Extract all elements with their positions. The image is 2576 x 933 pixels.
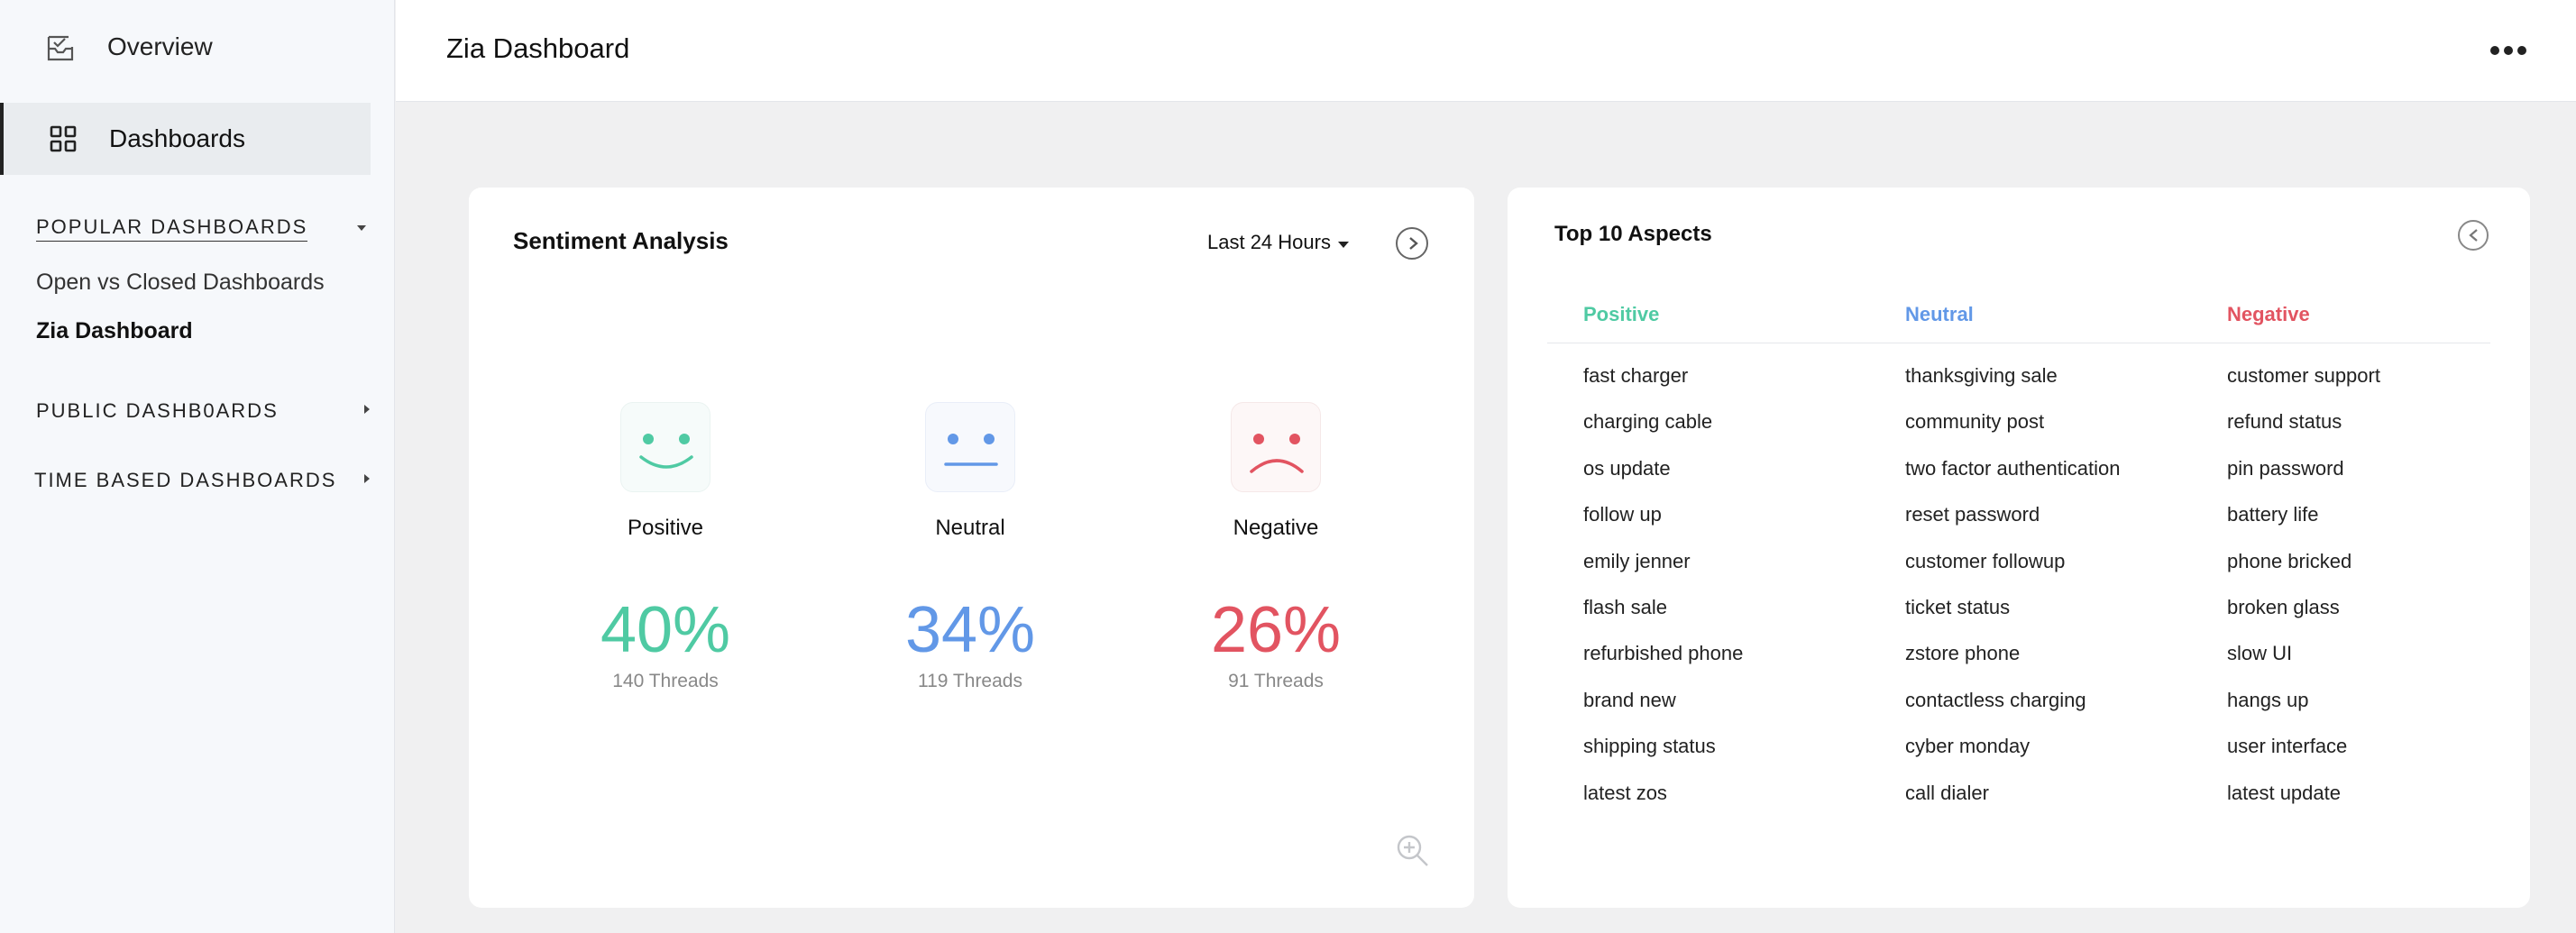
list-item: customer support (2227, 364, 2380, 387)
sentiment-analysis-card: Sentiment Analysis Last 24 Hours Positiv… (469, 188, 1474, 908)
list-item: call dialer (1905, 781, 1989, 804)
inbox-tray-icon (45, 34, 76, 63)
list-item: refund status (2227, 410, 2342, 434)
list-item: pin password (2227, 456, 2344, 480)
list-item: latest update (2227, 781, 2341, 804)
sentiment-label: Neutral (935, 516, 1005, 540)
sidebar-item-overview[interactable]: Overview (0, 0, 395, 97)
list-item: emily jenner (1583, 549, 1691, 572)
list-item: broken glass (2227, 595, 2340, 618)
list-item: hangs up (2227, 688, 2309, 711)
sidebar-item-dashboards[interactable]: Dashboards (0, 103, 371, 175)
caret-down-icon[interactable] (1338, 242, 1349, 248)
happy-face-icon (620, 402, 710, 492)
sidebar-link-open-vs-closed[interactable]: Open vs Closed Dashboards (36, 270, 325, 295)
column-header-negative: Negative (2227, 303, 2310, 325)
sentiment-percent: 40% (600, 594, 731, 666)
grid-icon (49, 124, 78, 153)
list-item: zstore phone (1905, 642, 2021, 665)
sentiment-percent: 34% (904, 594, 1036, 666)
thread-count: 140 Threads (612, 671, 719, 691)
card-title: Top 10 Aspects (1554, 222, 1712, 246)
section-time-based-dashboards[interactable]: TIME BASED DASHBOARDS (34, 469, 337, 491)
list-item: thanksgiving sale (1905, 364, 2058, 387)
next-arrow-icon[interactable] (1396, 227, 1428, 260)
list-item: battery life (2227, 503, 2319, 526)
column-header-positive: Positive (1583, 303, 1660, 325)
zoom-in-icon[interactable] (1395, 833, 1431, 869)
sidebar: Overview Dashboards POPULAR DASHBOARDS O… (0, 0, 395, 933)
sidebar-item-label: Overview (107, 32, 213, 60)
thread-count: 91 Threads (1228, 671, 1324, 691)
sentiment-percent: 26% (1210, 594, 1342, 666)
list-item: reset password (1905, 503, 2040, 526)
list-item: ticket status (1905, 595, 2011, 618)
list-item: cyber monday (1905, 735, 2031, 758)
top-aspects-card: Top 10 Aspects Positive Neutral Negative… (1508, 188, 2530, 908)
list-item: customer followup (1905, 549, 2066, 572)
sad-face-icon (1231, 402, 1321, 492)
card-title: Sentiment Analysis (513, 227, 729, 254)
list-item: slow UI (2227, 642, 2293, 665)
list-item: phone bricked (2227, 549, 2352, 572)
list-item: fast charger (1583, 364, 1689, 387)
page-title: Zia Dashboard (446, 32, 630, 64)
list-item: follow up (1583, 503, 1662, 526)
neutral-face-icon (925, 402, 1015, 492)
list-item: flash sale (1583, 595, 1667, 618)
sidebar-item-label: Dashboards (109, 124, 245, 152)
more-options-icon[interactable] (2490, 46, 2526, 55)
caret-right-icon[interactable] (364, 474, 370, 483)
list-item: community post (1905, 410, 2045, 434)
list-item: brand new (1583, 688, 1676, 711)
caret-down-icon[interactable] (357, 225, 366, 231)
column-header-neutral: Neutral (1905, 303, 1974, 325)
list-item: latest zos (1583, 781, 1667, 804)
sidebar-link-zia-dashboard[interactable]: Zia Dashboard (36, 318, 193, 343)
thread-count: 119 Threads (918, 671, 1022, 691)
top-header: Zia Dashboard (396, 0, 2576, 102)
list-item: two factor authentication (1905, 456, 2121, 480)
neutral-aspects-list: thanksgiving sale community post two fac… (1905, 364, 2120, 828)
negative-aspects-list: customer support refund status pin passw… (2227, 364, 2380, 828)
list-item: user interface (2227, 735, 2348, 758)
sentiment-label: Positive (627, 516, 704, 540)
time-range-dropdown[interactable]: Last 24 Hours (1207, 231, 1331, 253)
list-item: charging cable (1583, 410, 1713, 434)
caret-right-icon[interactable] (364, 405, 370, 414)
positive-aspects-list: fast charger charging cable os update fo… (1583, 364, 1743, 828)
section-popular-dashboards[interactable]: POPULAR DASHBOARDS (36, 215, 308, 242)
section-public-dashboards[interactable]: PUBLIC DASHB0ARDS (36, 399, 279, 422)
list-item: os update (1583, 456, 1671, 480)
list-item: refurbished phone (1583, 642, 1744, 665)
sentiment-label: Negative (1233, 516, 1319, 540)
list-item: contactless charging (1905, 688, 2086, 711)
list-item: shipping status (1583, 735, 1716, 758)
previous-arrow-icon[interactable] (2458, 220, 2489, 251)
